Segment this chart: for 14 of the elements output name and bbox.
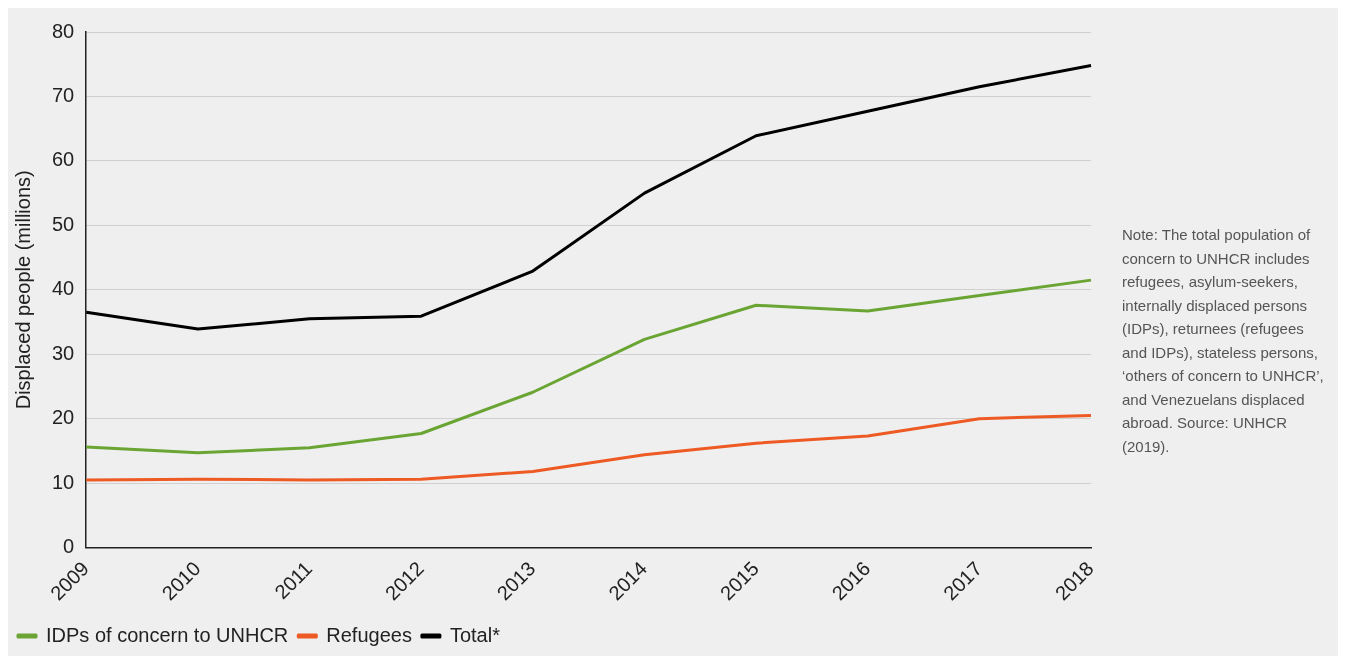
y-axis-title: Displaced people (millions) bbox=[11, 170, 34, 410]
legend-label: Refugees bbox=[326, 623, 412, 646]
y-tick-label: 10 bbox=[52, 470, 75, 493]
y-tick-label: 30 bbox=[52, 341, 75, 364]
y-tick-label: 70 bbox=[52, 83, 75, 106]
y-tick-label: 50 bbox=[52, 212, 75, 235]
y-tick-label: 0 bbox=[63, 535, 75, 558]
y-tick-label: 80 bbox=[52, 19, 75, 42]
legend-label: Total* bbox=[449, 623, 501, 646]
y-tick-label: 60 bbox=[52, 148, 75, 171]
y-tick-label: 20 bbox=[52, 406, 75, 429]
y-tick-label: 40 bbox=[52, 277, 75, 300]
text: Note: The total population of concern to UNHCR includes refugees, asylum-seekers, internally displaced persons (IDPs), returnees (refugees and IDPs), stateless persons, ‘others of concern to UNHCR’, and Venezuelans displaced abroad. Source: UNHCR (2019). bbox=[1122, 226, 1324, 455]
legend-label: IDPs of concern to UNHCR bbox=[46, 623, 289, 646]
